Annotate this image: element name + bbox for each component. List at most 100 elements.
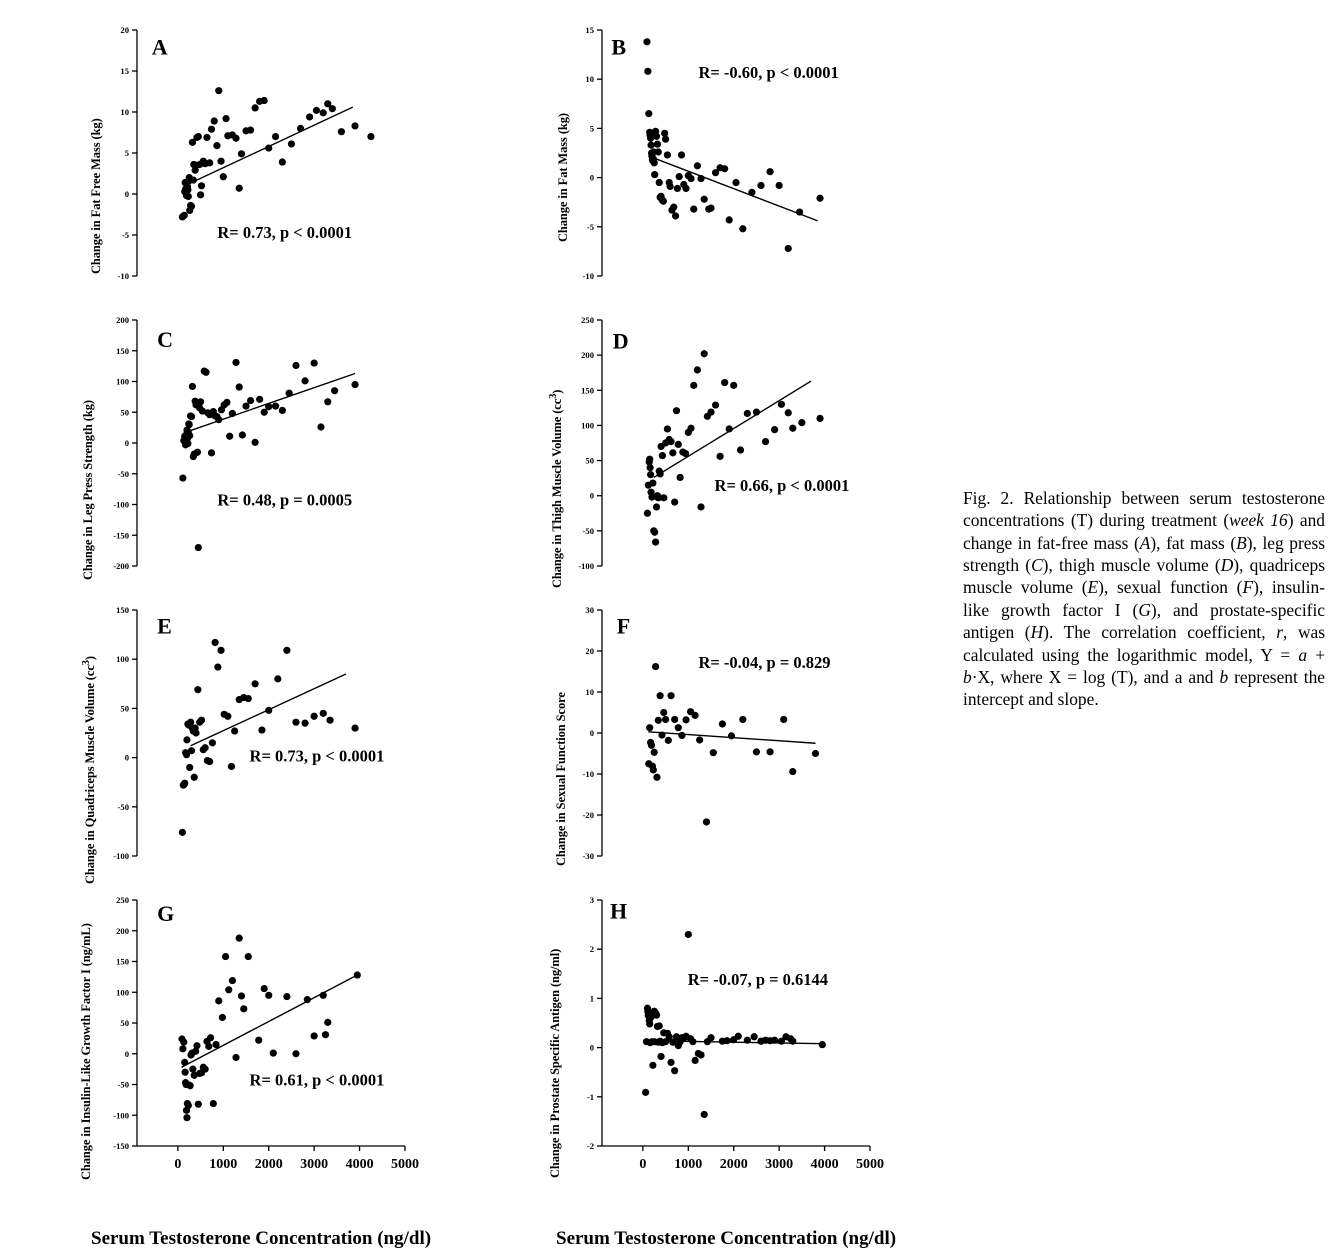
data-point — [739, 225, 747, 233]
caption-segment: C — [1031, 555, 1043, 576]
caption-segment: F — [1242, 577, 1254, 598]
data-point — [296, 124, 305, 132]
data-point — [697, 503, 705, 511]
data-point — [303, 996, 311, 1004]
data-point — [663, 151, 672, 159]
y-tick-label: -100 — [578, 561, 594, 571]
data-point — [707, 1034, 715, 1042]
data-point — [655, 1022, 663, 1030]
data-point — [667, 1058, 675, 1066]
data-point — [222, 114, 230, 123]
panel-letter: C — [157, 327, 173, 352]
data-point — [739, 715, 747, 724]
data-point — [194, 133, 202, 141]
y-tick-label: 50 — [120, 703, 129, 713]
data-point — [671, 715, 679, 724]
data-point — [351, 380, 359, 389]
y-tick-label: -5 — [587, 222, 594, 232]
data-point — [682, 184, 690, 193]
y-tick-label: 0 — [590, 491, 594, 501]
data-point — [661, 135, 670, 143]
x-tick-label: 1000 — [674, 1157, 702, 1172]
y-tick-label: 0 — [590, 1043, 594, 1053]
caption-segment: ), insulin-like growth factor I ( — [963, 577, 1325, 620]
data-point — [283, 992, 291, 1001]
data-point — [215, 416, 223, 424]
data-point — [213, 142, 221, 150]
data-point — [367, 133, 375, 141]
y-tick-label: 50 — [585, 456, 594, 466]
y-tick-label: -100 — [113, 500, 129, 510]
data-point — [721, 378, 729, 387]
data-point — [240, 1005, 248, 1013]
data-point — [672, 407, 681, 415]
data-point — [193, 1042, 201, 1050]
y-tick-label: 100 — [116, 654, 129, 664]
figure-caption: Fig. 2. Relationship between serum testo… — [963, 487, 1325, 711]
data-point — [187, 202, 196, 210]
caption-segment: r — [1276, 622, 1283, 643]
correlation-annotation: R= -0.04, p = 0.829 — [698, 653, 830, 672]
data-point — [691, 711, 699, 719]
x-tick-label: 5000 — [856, 1157, 884, 1172]
caption-segment: ), thigh muscle volume ( — [1042, 555, 1221, 576]
data-point — [658, 731, 666, 739]
x-tick-label: 3000 — [300, 1157, 328, 1172]
panel-letter: G — [157, 901, 174, 926]
y-tick-label: -50 — [118, 1080, 129, 1090]
data-point — [301, 377, 309, 385]
y-tick-label: -10 — [583, 271, 594, 281]
y-tick-label: 10 — [120, 107, 129, 117]
data-point — [693, 366, 701, 374]
caption-segment: ), sexual function ( — [1098, 577, 1243, 598]
data-point — [780, 715, 788, 724]
y-tick-label: 0 — [125, 753, 129, 763]
data-point — [649, 479, 657, 487]
data-point — [182, 751, 191, 759]
x-axis-title-left: Serum Testosterone Concentration (ng/dl) — [91, 1228, 432, 1249]
data-point — [697, 174, 705, 183]
y-tick-label: -1 — [587, 1092, 594, 1102]
data-point — [687, 174, 695, 183]
data-point — [653, 140, 662, 148]
panel-b-plot: -10 -5 0 5 10 15 B R= -0.60, p < 0.0001 — [583, 25, 839, 281]
caption-segment: A — [1139, 532, 1151, 553]
y-tick-label: -100 — [113, 1110, 129, 1120]
data-point — [649, 1061, 657, 1069]
panel-e-ylabel: Change in Quadriceps Muscle Volume (cc3) — [81, 656, 98, 884]
data-point — [184, 186, 192, 194]
caption-segment: ), and prostate-specific antigen ( — [963, 599, 1325, 643]
y-tick-label: 150 — [581, 385, 594, 395]
data-point — [287, 140, 296, 148]
data-point — [666, 182, 674, 191]
data-point — [197, 182, 206, 190]
data-point — [219, 173, 227, 181]
data-point — [312, 106, 321, 114]
data-point — [190, 1071, 198, 1079]
data-point — [186, 763, 194, 772]
data-point — [649, 766, 657, 774]
data-point — [651, 528, 659, 536]
data-point — [186, 1082, 194, 1090]
caption-segment: ), leg press strength ( — [963, 532, 1325, 576]
data-point — [237, 992, 246, 1000]
panel-h: Change in Prostate Specific Antigen (ng/… — [548, 888, 980, 1178]
data-point — [183, 736, 191, 744]
data-point — [730, 381, 738, 389]
data-point — [223, 398, 231, 407]
panel-letter: A — [152, 35, 168, 60]
data-point — [665, 1033, 673, 1041]
panel-d: Change in Thigh Muscle Volume (cc3) -100… — [548, 308, 980, 588]
data-point — [260, 96, 268, 105]
data-point — [727, 732, 736, 740]
data-point — [278, 406, 286, 415]
panel-e-ylabel-text: Change in Quadriceps Muscle Volume (cc3) — [81, 656, 98, 884]
data-point — [201, 1065, 209, 1073]
data-point — [652, 503, 661, 511]
scatter-points — [643, 38, 824, 253]
correlation-annotation: R= -0.07, p = 0.6144 — [688, 970, 828, 989]
data-point — [660, 494, 668, 502]
data-point — [188, 138, 197, 146]
y-tick-label: 100 — [116, 987, 129, 997]
caption-segment: ), fat mass ( — [1150, 532, 1237, 553]
